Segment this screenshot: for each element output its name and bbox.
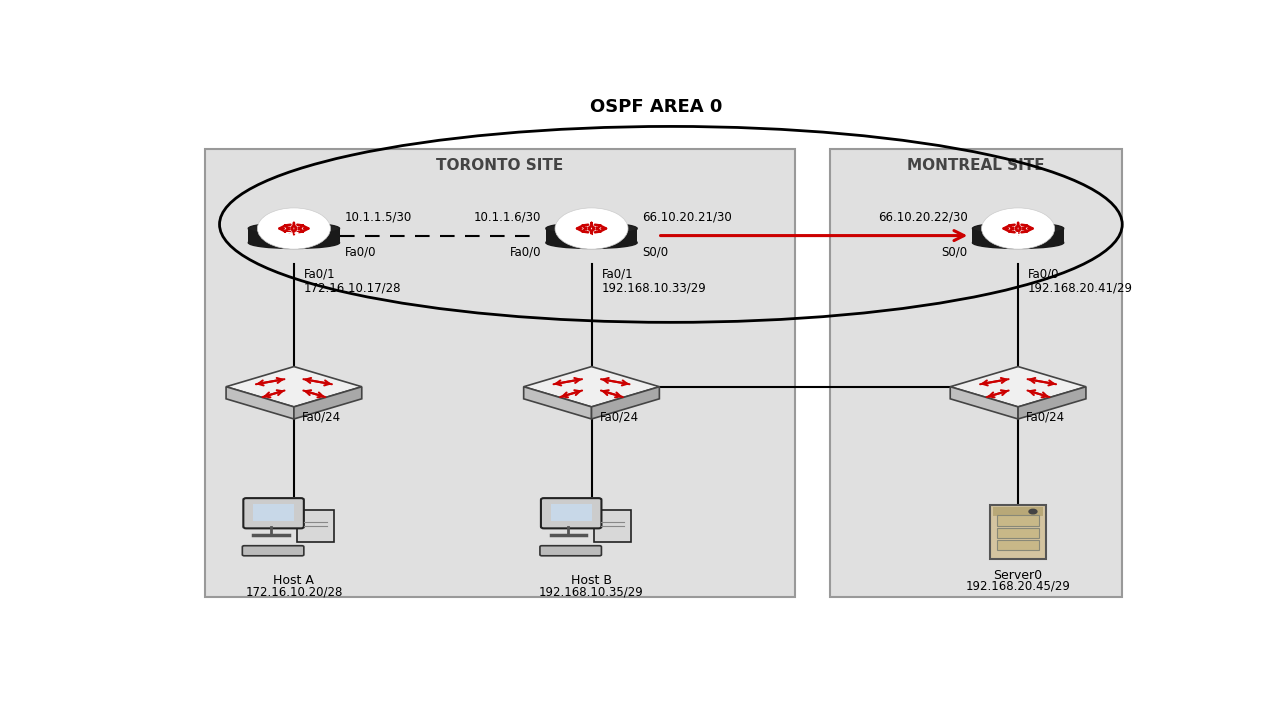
Ellipse shape xyxy=(248,222,339,234)
Text: 192.168.10.35/29: 192.168.10.35/29 xyxy=(539,585,644,598)
Text: OSPF AREA 0: OSPF AREA 0 xyxy=(590,98,722,116)
Ellipse shape xyxy=(973,237,1064,249)
Polygon shape xyxy=(950,366,1085,407)
Polygon shape xyxy=(591,387,659,419)
Bar xyxy=(973,228,1064,243)
FancyBboxPatch shape xyxy=(205,149,795,597)
FancyBboxPatch shape xyxy=(997,528,1039,538)
Ellipse shape xyxy=(545,222,637,234)
FancyBboxPatch shape xyxy=(541,498,602,529)
Text: 66.10.20.22/30: 66.10.20.22/30 xyxy=(878,210,968,223)
Text: 172.16.10.20/28: 172.16.10.20/28 xyxy=(246,585,343,598)
Text: 10.1.1.6/30: 10.1.1.6/30 xyxy=(474,210,541,223)
FancyBboxPatch shape xyxy=(243,498,303,529)
Circle shape xyxy=(982,208,1055,249)
Polygon shape xyxy=(524,387,591,419)
Text: Host B: Host B xyxy=(571,574,612,587)
FancyBboxPatch shape xyxy=(997,540,1039,550)
Bar xyxy=(248,228,339,243)
Polygon shape xyxy=(294,387,362,419)
FancyBboxPatch shape xyxy=(550,504,591,521)
Text: Fa0/1: Fa0/1 xyxy=(303,268,335,281)
Ellipse shape xyxy=(248,237,339,249)
Circle shape xyxy=(257,208,330,249)
Text: R1: R1 xyxy=(285,230,302,244)
Polygon shape xyxy=(227,366,362,407)
Text: Fa0/0: Fa0/0 xyxy=(344,246,376,259)
FancyBboxPatch shape xyxy=(993,507,1043,516)
Text: 66.10.20.21/30: 66.10.20.21/30 xyxy=(643,210,732,223)
Polygon shape xyxy=(524,366,659,407)
FancyBboxPatch shape xyxy=(997,515,1039,526)
Polygon shape xyxy=(227,387,294,419)
FancyBboxPatch shape xyxy=(253,504,294,521)
Text: TORONTO SITE: TORONTO SITE xyxy=(436,158,563,173)
Text: Montreal: Montreal xyxy=(988,230,1048,244)
Ellipse shape xyxy=(973,222,1064,234)
Text: Fa0/24: Fa0/24 xyxy=(599,410,639,423)
Text: Fa0/0: Fa0/0 xyxy=(509,246,541,259)
Text: Fa0/24: Fa0/24 xyxy=(1027,410,1065,423)
FancyBboxPatch shape xyxy=(297,510,334,542)
Text: Server0: Server0 xyxy=(993,569,1043,582)
FancyBboxPatch shape xyxy=(991,505,1046,559)
Text: S0/0: S0/0 xyxy=(941,246,968,259)
Text: MONTREAL SITE: MONTREAL SITE xyxy=(908,158,1044,173)
FancyBboxPatch shape xyxy=(540,546,602,555)
Text: 192.168.10.33/29: 192.168.10.33/29 xyxy=(602,282,707,294)
FancyBboxPatch shape xyxy=(594,510,631,542)
Polygon shape xyxy=(1018,387,1085,419)
Text: Host A: Host A xyxy=(274,574,315,587)
Text: 172.16.10.17/28: 172.16.10.17/28 xyxy=(303,282,402,294)
Text: 192.168.20.45/29: 192.168.20.45/29 xyxy=(965,580,1070,593)
Text: 10.1.1.5/30: 10.1.1.5/30 xyxy=(344,210,412,223)
Polygon shape xyxy=(950,387,1018,419)
Text: Fa0/24: Fa0/24 xyxy=(302,410,340,423)
FancyBboxPatch shape xyxy=(829,149,1123,597)
Circle shape xyxy=(556,208,628,249)
Text: Fa0/0: Fa0/0 xyxy=(1028,268,1060,281)
Text: S0/0: S0/0 xyxy=(643,246,668,259)
Ellipse shape xyxy=(545,237,637,249)
FancyBboxPatch shape xyxy=(242,546,303,555)
Text: Fa0/1: Fa0/1 xyxy=(602,268,634,281)
Text: 192.168.20.41/29: 192.168.20.41/29 xyxy=(1028,282,1133,294)
Circle shape xyxy=(1029,510,1037,514)
Text: Toronto: Toronto xyxy=(566,230,617,244)
Bar xyxy=(545,228,637,243)
